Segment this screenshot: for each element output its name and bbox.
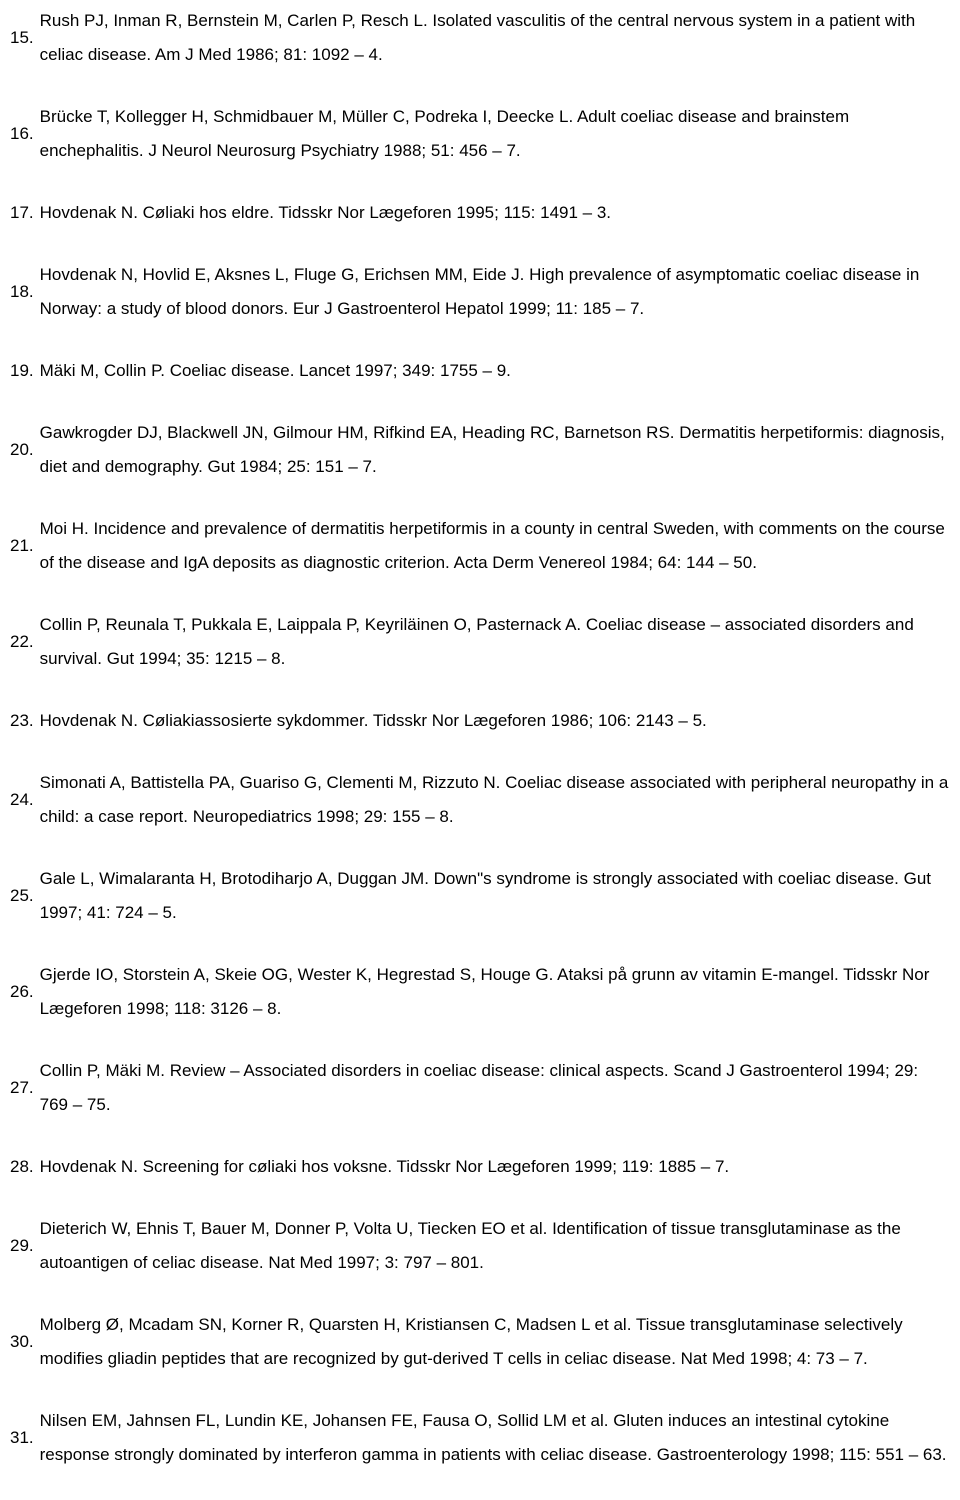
reference-item: 31.Nilsen EM, Jahnsen FL, Lundin KE, Joh… xyxy=(10,1404,950,1472)
reference-number: 18. xyxy=(10,275,40,309)
reference-item: 27.Collin P, Mäki M. Review – Associated… xyxy=(10,1054,950,1122)
reference-number: 26. xyxy=(10,975,40,1009)
reference-item: 16.Brücke T, Kollegger H, Schmidbauer M,… xyxy=(10,100,950,168)
reference-number: 20. xyxy=(10,433,40,467)
reference-number: 31. xyxy=(10,1421,40,1455)
reference-text: Dieterich W, Ehnis T, Bauer M, Donner P,… xyxy=(40,1212,950,1280)
reference-item: 19.Mäki M, Collin P. Coeliac disease. La… xyxy=(10,354,950,388)
reference-item: 24.Simonati A, Battistella PA, Guariso G… xyxy=(10,766,950,834)
reference-number: 29. xyxy=(10,1229,40,1263)
reference-text: Hovdenak N. Cøliakiassosierte sykdommer.… xyxy=(40,704,950,738)
reference-number: 19. xyxy=(10,354,40,388)
reference-number: 28. xyxy=(10,1150,40,1184)
reference-number: 22. xyxy=(10,625,40,659)
reference-text: Mäki M, Collin P. Coeliac disease. Lance… xyxy=(40,354,950,388)
reference-text: Collin P, Reunala T, Pukkala E, Laippala… xyxy=(40,608,950,676)
reference-number: 15. xyxy=(10,21,40,55)
reference-number: 16. xyxy=(10,117,40,151)
reference-item: 25.Gale L, Wimalaranta H, Brotodiharjo A… xyxy=(10,862,950,930)
reference-list: 15.Rush PJ, Inman R, Bernstein M, Carlen… xyxy=(10,4,950,1472)
reference-text: Gale L, Wimalaranta H, Brotodiharjo A, D… xyxy=(40,862,950,930)
reference-text: Hovdenak N. Screening for cøliaki hos vo… xyxy=(40,1150,950,1184)
reference-item: 28.Hovdenak N. Screening for cøliaki hos… xyxy=(10,1150,950,1184)
reference-text: Simonati A, Battistella PA, Guariso G, C… xyxy=(40,766,950,834)
reference-text: Nilsen EM, Jahnsen FL, Lundin KE, Johans… xyxy=(40,1404,950,1472)
reference-text: Moi H. Incidence and prevalence of derma… xyxy=(40,512,950,580)
reference-number: 21. xyxy=(10,529,40,563)
reference-item: 22.Collin P, Reunala T, Pukkala E, Laipp… xyxy=(10,608,950,676)
reference-item: 23.Hovdenak N. Cøliakiassosierte sykdomm… xyxy=(10,704,950,738)
reference-item: 21.Moi H. Incidence and prevalence of de… xyxy=(10,512,950,580)
reference-item: 18.Hovdenak N, Hovlid E, Aksnes L, Fluge… xyxy=(10,258,950,326)
reference-number: 24. xyxy=(10,783,40,817)
reference-item: 30.Molberg Ø, Mcadam SN, Korner R, Quars… xyxy=(10,1308,950,1376)
reference-number: 27. xyxy=(10,1071,40,1105)
reference-item: 17.Hovdenak N. Cøliaki hos eldre. Tidssk… xyxy=(10,196,950,230)
reference-text: Molberg Ø, Mcadam SN, Korner R, Quarsten… xyxy=(40,1308,950,1376)
reference-text: Rush PJ, Inman R, Bernstein M, Carlen P,… xyxy=(40,4,950,72)
reference-text: Hovdenak N, Hovlid E, Aksnes L, Fluge G,… xyxy=(40,258,950,326)
reference-text: Brücke T, Kollegger H, Schmidbauer M, Mü… xyxy=(40,100,950,168)
reference-item: 26.Gjerde IO, Storstein A, Skeie OG, Wes… xyxy=(10,958,950,1026)
reference-number: 30. xyxy=(10,1325,40,1359)
reference-number: 25. xyxy=(10,879,40,913)
reference-number: 23. xyxy=(10,704,40,738)
reference-text: Gawkrogder DJ, Blackwell JN, Gilmour HM,… xyxy=(40,416,950,484)
reference-item: 20.Gawkrogder DJ, Blackwell JN, Gilmour … xyxy=(10,416,950,484)
reference-item: 29.Dieterich W, Ehnis T, Bauer M, Donner… xyxy=(10,1212,950,1280)
reference-text: Collin P, Mäki M. Review – Associated di… xyxy=(40,1054,950,1122)
reference-item: 15.Rush PJ, Inman R, Bernstein M, Carlen… xyxy=(10,4,950,72)
reference-text: Gjerde IO, Storstein A, Skeie OG, Wester… xyxy=(40,958,950,1026)
reference-number: 17. xyxy=(10,196,40,230)
reference-text: Hovdenak N. Cøliaki hos eldre. Tidsskr N… xyxy=(40,196,950,230)
